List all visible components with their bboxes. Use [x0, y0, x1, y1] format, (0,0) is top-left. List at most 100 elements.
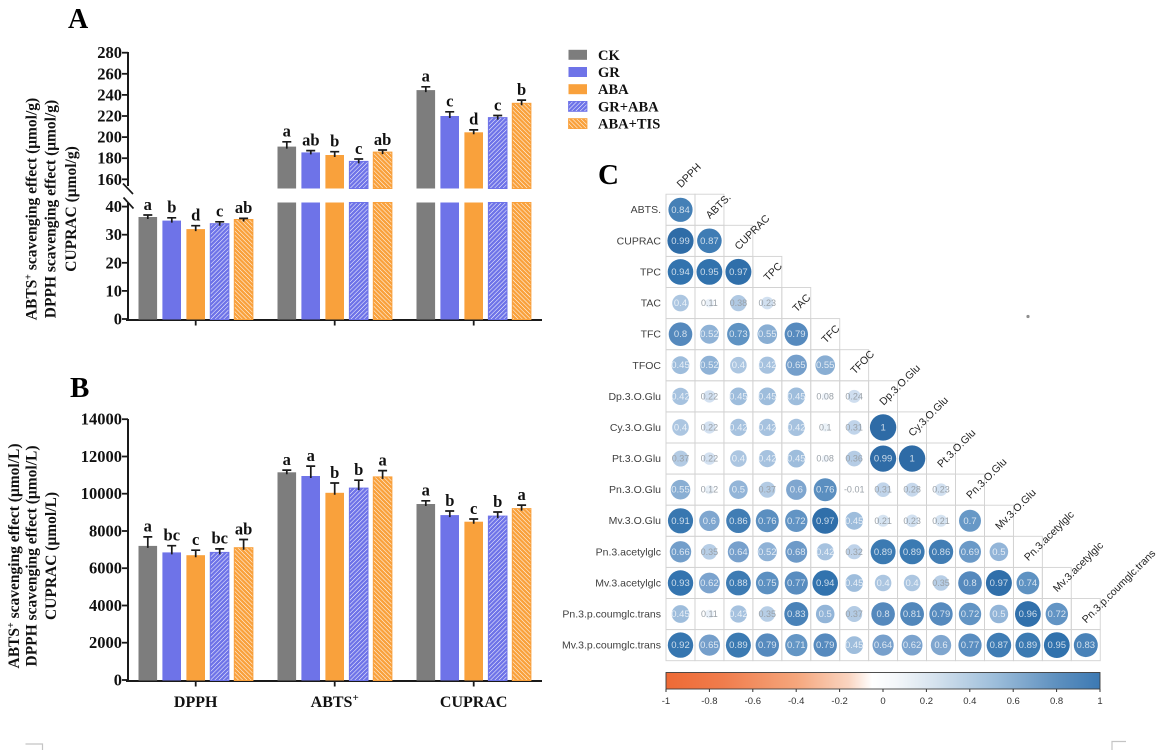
svg-text:0.52: 0.52: [700, 360, 719, 371]
svg-text:0.42: 0.42: [758, 360, 777, 371]
svg-text:GR: GR: [598, 65, 620, 81]
svg-text:b: b: [330, 463, 339, 482]
svg-text:-0.8: -0.8: [701, 696, 717, 707]
svg-text:a: a: [144, 517, 152, 536]
svg-text:b: b: [517, 80, 526, 99]
svg-text:0.8: 0.8: [674, 329, 687, 340]
svg-text:8000: 8000: [89, 522, 122, 541]
svg-text:-0.01: -0.01: [844, 485, 865, 495]
svg-text:b: b: [493, 492, 502, 511]
svg-text:0.36: 0.36: [845, 454, 863, 464]
svg-text:0.45: 0.45: [671, 609, 690, 620]
svg-text:20: 20: [106, 253, 123, 272]
svg-text:0.91: 0.91: [671, 516, 690, 527]
svg-text:0.35: 0.35: [932, 578, 950, 588]
svg-text:0.4: 0.4: [905, 578, 918, 589]
svg-text:0.5: 0.5: [992, 547, 1005, 558]
svg-text:0.55: 0.55: [758, 329, 777, 340]
svg-text:GR+ABA: GR+ABA: [598, 99, 659, 115]
svg-text:a: a: [144, 195, 152, 214]
svg-text:0.42: 0.42: [816, 547, 835, 558]
svg-text:0.83: 0.83: [787, 609, 806, 620]
svg-text:ab: ab: [302, 130, 319, 149]
svg-text:0.24: 0.24: [845, 391, 863, 401]
svg-text:0.68: 0.68: [787, 547, 806, 558]
svg-text:0.95: 0.95: [1048, 640, 1067, 651]
svg-text:-0.6: -0.6: [745, 696, 761, 707]
svg-text:0.4: 0.4: [732, 454, 745, 465]
svg-text:0.97: 0.97: [816, 516, 835, 527]
svg-text:180: 180: [97, 149, 122, 168]
svg-text:0.72: 0.72: [1048, 609, 1067, 620]
svg-text:0.52: 0.52: [758, 547, 777, 558]
svg-text:0.4: 0.4: [674, 422, 687, 433]
svg-text:-1: -1: [662, 696, 670, 707]
svg-text:0.74: 0.74: [1019, 578, 1038, 589]
svg-text:0.5: 0.5: [992, 609, 1005, 620]
svg-text:ABTS.: ABTS.: [631, 204, 661, 216]
svg-text:0.6: 0.6: [1007, 696, 1020, 707]
svg-text:Pn.3.acetylglc: Pn.3.acetylglc: [596, 546, 661, 558]
svg-text:0.4: 0.4: [876, 578, 889, 589]
svg-text:c: c: [192, 530, 199, 549]
svg-text:c: c: [216, 202, 223, 221]
svg-text:0.55: 0.55: [816, 360, 835, 371]
svg-text:0.86: 0.86: [729, 516, 748, 527]
svg-text:40: 40: [106, 197, 123, 216]
svg-text:TFC: TFC: [641, 329, 662, 341]
svg-text:0.22: 0.22: [701, 391, 719, 401]
svg-text:0.11: 0.11: [701, 298, 718, 308]
svg-text:0.37: 0.37: [845, 609, 863, 619]
svg-text:0.93: 0.93: [671, 578, 690, 589]
svg-text:0: 0: [880, 696, 885, 707]
svg-text:0.64: 0.64: [874, 640, 893, 651]
svg-text:Pt.3.O.Glu: Pt.3.O.Glu: [935, 427, 978, 470]
svg-text:0.08: 0.08: [816, 454, 834, 464]
svg-text:6000: 6000: [89, 559, 122, 578]
svg-text:0.21: 0.21: [874, 516, 892, 526]
svg-text:0.76: 0.76: [758, 516, 777, 527]
svg-text:ABTS+ scavenging effect (μmol/: ABTS+ scavenging effect (μmol/L): [6, 443, 23, 668]
svg-text:0.31: 0.31: [874, 485, 892, 495]
svg-text:0.42: 0.42: [758, 454, 777, 465]
svg-text:0.77: 0.77: [961, 640, 980, 651]
svg-text:0.72: 0.72: [961, 609, 980, 620]
svg-text:0.5: 0.5: [819, 609, 832, 620]
svg-text:0.42: 0.42: [729, 609, 748, 620]
svg-text:Pn.3.O.Glu: Pn.3.O.Glu: [964, 456, 1009, 501]
svg-text:C: C: [598, 159, 619, 191]
svg-text:Mv.3.O.Glu: Mv.3.O.Glu: [993, 487, 1039, 533]
svg-text:b: b: [167, 198, 176, 217]
svg-text:0: 0: [114, 310, 122, 329]
svg-text:0.31: 0.31: [845, 422, 863, 432]
svg-text:0.45: 0.45: [787, 391, 806, 402]
svg-text:0.97: 0.97: [729, 267, 748, 278]
svg-text:c: c: [470, 499, 477, 518]
svg-text:DPPH: DPPH: [174, 694, 218, 711]
svg-text:ABA+TIS: ABA+TIS: [598, 117, 660, 133]
svg-text:0.45: 0.45: [845, 578, 864, 589]
svg-text:0.96: 0.96: [1019, 609, 1038, 620]
svg-text:CK: CK: [598, 48, 620, 64]
svg-text:TFC: TFC: [819, 323, 842, 346]
svg-text:1: 1: [1097, 696, 1102, 707]
svg-text:0.84: 0.84: [671, 205, 690, 216]
svg-text:a: a: [283, 122, 291, 141]
svg-text:0.64: 0.64: [729, 547, 748, 558]
svg-text:0.66: 0.66: [671, 547, 690, 558]
svg-text:0.62: 0.62: [700, 578, 719, 589]
svg-text:a: a: [422, 481, 430, 500]
svg-text:0.65: 0.65: [700, 640, 719, 651]
svg-text:240: 240: [97, 85, 122, 104]
svg-text:0.83: 0.83: [1077, 640, 1096, 651]
svg-text:0.2: 0.2: [920, 696, 933, 707]
svg-text:c: c: [446, 92, 453, 111]
svg-text:TAC: TAC: [641, 298, 662, 310]
svg-text:TAC: TAC: [790, 292, 813, 315]
svg-text:0.52: 0.52: [700, 329, 719, 340]
svg-text:0.23: 0.23: [759, 298, 777, 308]
svg-text:d: d: [191, 206, 200, 225]
svg-text:DPPH scavenging effect (μmol/L: DPPH scavenging effect (μmol/L): [24, 446, 41, 667]
svg-text:0.21: 0.21: [932, 516, 950, 526]
svg-text:Mv.3.O.Glu: Mv.3.O.Glu: [609, 515, 661, 527]
